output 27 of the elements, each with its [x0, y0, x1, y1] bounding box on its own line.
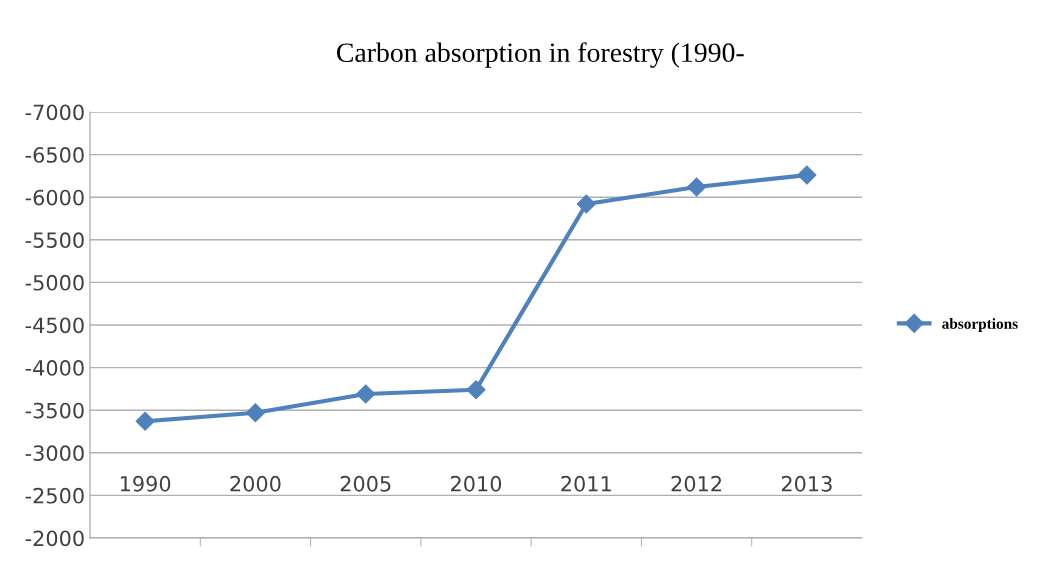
point [687, 177, 707, 197]
y-tick-label: -3000 [25, 445, 84, 462]
y-tick-label: -4500 [25, 317, 84, 334]
x-tick-label: 2013 [781, 475, 832, 492]
y-tick-label: -6000 [25, 189, 84, 206]
y-tick-label: -3500 [25, 402, 84, 419]
y-tick-label: -4000 [25, 360, 84, 376]
legend-label: absorptions [942, 318, 1018, 332]
y-tick-label: -6500 [25, 147, 84, 163]
point [576, 194, 596, 214]
y-tick-label: -5000 [25, 274, 84, 291]
x-tick-label: 1990 [120, 475, 171, 492]
x-tick-label: 2005 [340, 475, 391, 492]
x-tick-label: 2012 [671, 475, 721, 492]
x-tick-label: 2011 [561, 475, 611, 492]
y-tick-label: -7000 [25, 104, 84, 121]
point [135, 411, 155, 431]
y-tick-label: -2000 [25, 530, 84, 547]
x-tick-label: 2000 [230, 475, 281, 492]
point [245, 403, 265, 423]
y-tick-label: -2500 [25, 487, 84, 504]
point [356, 384, 376, 404]
y-tick-label: -5500 [25, 232, 84, 249]
point [466, 380, 486, 400]
point [797, 165, 817, 185]
x-tick-label: 2010 [451, 475, 502, 492]
chart-title: Carbon absorption in forestry (1990- [336, 42, 744, 68]
